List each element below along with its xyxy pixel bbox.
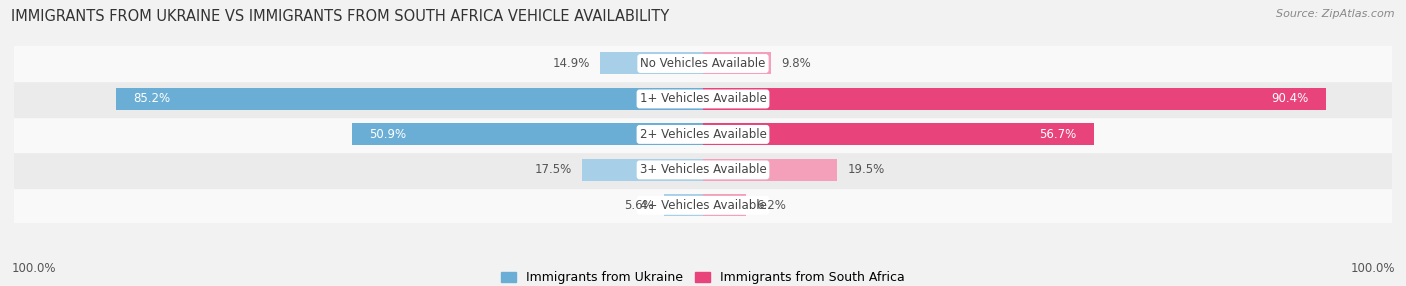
Text: Source: ZipAtlas.com: Source: ZipAtlas.com — [1277, 9, 1395, 19]
Bar — [117, 88, 703, 110]
Text: No Vehicles Available: No Vehicles Available — [640, 57, 766, 70]
Text: 2+ Vehicles Available: 2+ Vehicles Available — [640, 128, 766, 141]
Bar — [703, 124, 1094, 145]
Text: 6.2%: 6.2% — [756, 199, 786, 212]
Text: IMMIGRANTS FROM UKRAINE VS IMMIGRANTS FROM SOUTH AFRICA VEHICLE AVAILABILITY: IMMIGRANTS FROM UKRAINE VS IMMIGRANTS FR… — [11, 9, 669, 23]
Text: 14.9%: 14.9% — [553, 57, 591, 70]
Text: 3+ Vehicles Available: 3+ Vehicles Available — [640, 163, 766, 176]
Text: 100.0%: 100.0% — [1350, 262, 1395, 275]
Text: 9.8%: 9.8% — [780, 57, 811, 70]
Bar — [703, 159, 838, 181]
Legend: Immigrants from Ukraine, Immigrants from South Africa: Immigrants from Ukraine, Immigrants from… — [501, 271, 905, 284]
Text: 17.5%: 17.5% — [534, 163, 572, 176]
Bar — [703, 53, 770, 74]
Text: 50.9%: 50.9% — [370, 128, 406, 141]
Text: 90.4%: 90.4% — [1271, 92, 1309, 106]
Bar — [600, 53, 703, 74]
Bar — [14, 117, 1392, 152]
Text: 1+ Vehicles Available: 1+ Vehicles Available — [640, 92, 766, 106]
Bar — [353, 124, 703, 145]
Bar — [665, 194, 703, 216]
Bar — [14, 152, 1392, 188]
Bar — [703, 194, 745, 216]
Text: 5.6%: 5.6% — [624, 199, 654, 212]
Bar — [14, 46, 1392, 81]
Bar — [703, 88, 1326, 110]
Text: 85.2%: 85.2% — [134, 92, 170, 106]
Text: 4+ Vehicles Available: 4+ Vehicles Available — [640, 199, 766, 212]
Bar — [14, 188, 1392, 223]
Bar — [582, 159, 703, 181]
Text: 19.5%: 19.5% — [848, 163, 884, 176]
Bar — [14, 81, 1392, 117]
Text: 56.7%: 56.7% — [1039, 128, 1077, 141]
Text: 100.0%: 100.0% — [11, 262, 56, 275]
